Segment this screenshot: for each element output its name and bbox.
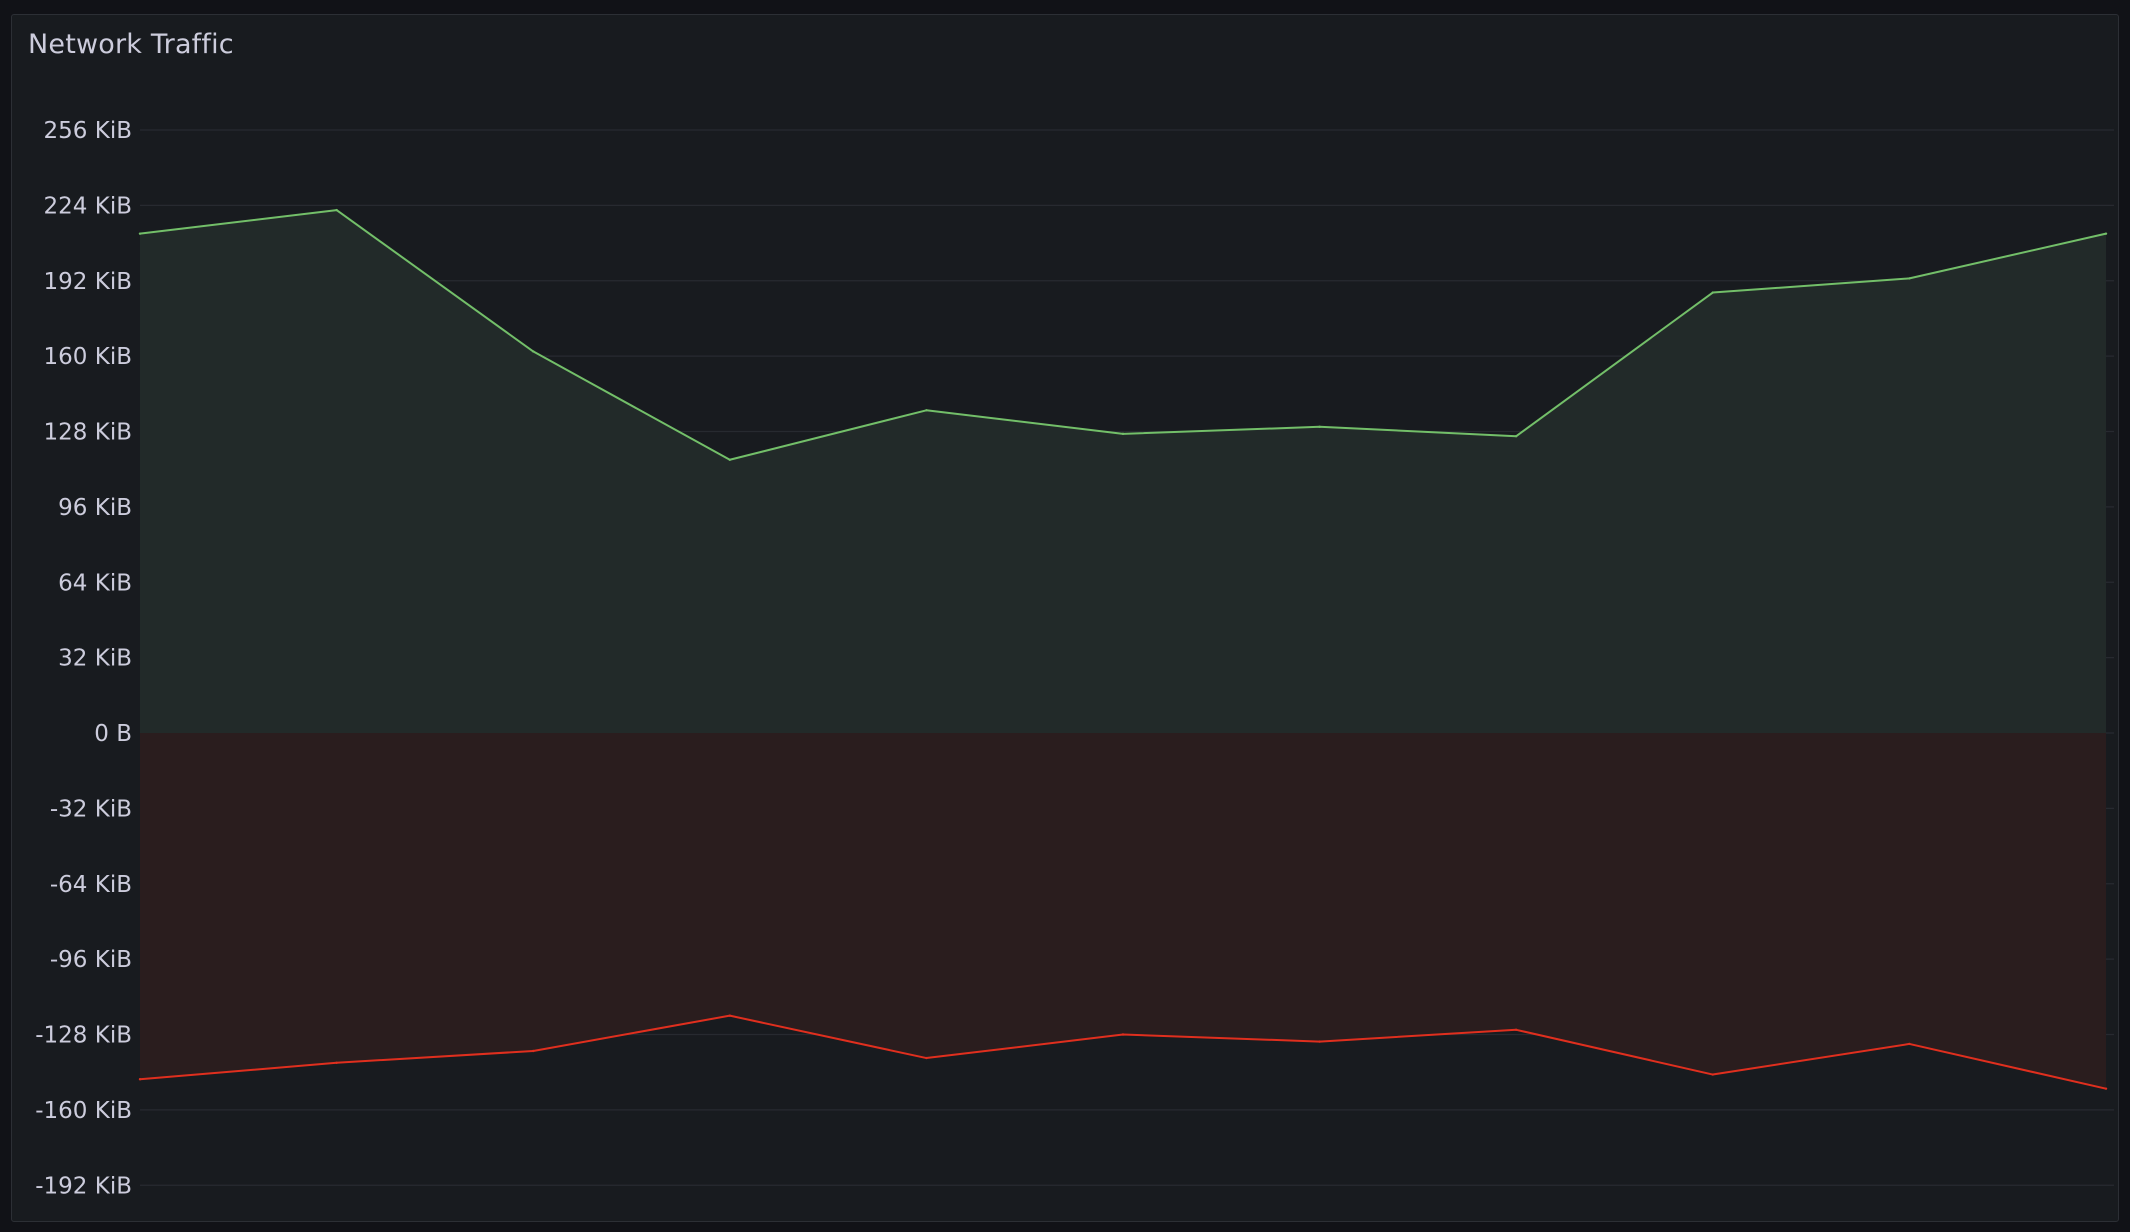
y-tick-label: 224 KiB [44,193,132,219]
y-tick-label: 0 B [94,721,132,747]
series-2-point [138,1078,142,1081]
y-tick-label: 32 KiB [58,646,132,672]
network-traffic-panel: Network Traffic 256 KiB 224 KiB 192 KiB 160… [11,14,2119,1222]
series-1-point [1318,425,1321,428]
y-tick-label: 128 KiB [44,420,132,446]
series-1-point [1515,435,1518,438]
series-2-point [1515,1028,1518,1031]
y-tick-label: -32 KiB [50,796,132,822]
y-tick-label: 160 KiB [44,344,132,370]
series-2-point [1711,1073,1715,1076]
series-1-point [335,208,338,212]
network-traffic-chart: 256 KiB 224 KiB 192 KiB 160 KiB 128 KiB 96 Ki… [35,118,2114,1199]
y-tick-label: -96 KiB [50,947,132,973]
series-1-point [1711,291,1715,294]
y-tick-label: 192 KiB [44,269,132,295]
series-2-point [1318,1040,1321,1043]
y-tick-label: 256 KiB [44,118,132,144]
y-tick-label: -128 KiB [35,1023,132,1049]
y-axis-tick-labels: 256 KiB 224 KiB 192 KiB 160 KiB 128 KiB 96 Ki… [35,118,132,1199]
series-1-point [138,232,142,235]
series-1-point [728,458,731,461]
series-1-point [2104,232,2108,235]
series-2-point [2104,1087,2108,1090]
series-1-point [1121,432,1125,436]
y-tick-label: 64 KiB [58,570,132,596]
series-2-point [925,1056,928,1060]
series-1-point [925,409,928,412]
series-1-area [140,210,2106,733]
y-tick-label: -160 KiB [35,1098,132,1124]
series-areas [140,210,2106,1089]
series-1-point [1908,277,1911,280]
series-2-point [1908,1042,1911,1046]
series-2-point [335,1061,338,1064]
y-tick-label: -64 KiB [50,872,132,898]
y-tick-label: -192 KiB [35,1173,132,1199]
series-2-area [140,733,2106,1089]
series-2-point [1121,1033,1125,1036]
series-2-point [728,1014,731,1017]
series-lines [138,208,2108,1090]
series-1-point [532,350,535,353]
panel-title: Network Traffic [28,29,234,60]
series-2-point [532,1049,535,1053]
y-tick-label: 96 KiB [58,495,132,521]
